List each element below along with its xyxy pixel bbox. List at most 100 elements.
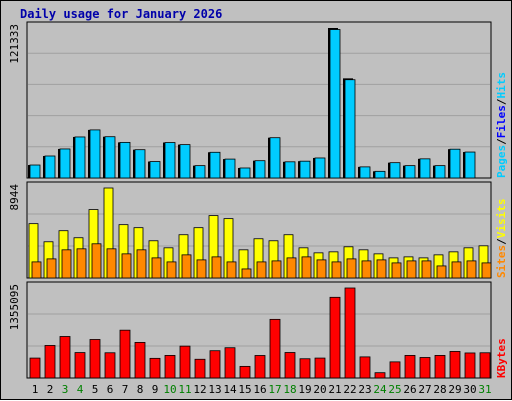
bar-sites: [31, 261, 42, 279]
day-label: 5: [92, 383, 99, 396]
bar-files: [119, 141, 131, 179]
day-label: 22: [343, 383, 356, 396]
bar-kbytes: [44, 345, 56, 379]
bar-sites: [391, 262, 402, 279]
side-label-part: Visits: [495, 199, 508, 239]
side-label-part: Files: [495, 105, 508, 138]
chart-title: Daily usage for January 2026: [20, 7, 222, 21]
bar-sites: [256, 261, 267, 279]
day-label: 2: [47, 383, 54, 396]
bar-sites: [286, 257, 297, 279]
bar-kbytes: [344, 287, 356, 379]
bar-kbytes: [404, 355, 416, 379]
day-label: 3: [62, 383, 69, 396]
day-label: 24: [373, 383, 387, 396]
day-label: 28: [433, 383, 446, 396]
bar-files: [464, 151, 476, 179]
day-label: 14: [223, 383, 237, 396]
bar-files: [449, 148, 461, 179]
max-label-kbytes: 1355095: [8, 284, 21, 330]
bar-sites: [421, 260, 432, 279]
bar-files: [179, 144, 191, 179]
bar-files: [314, 157, 326, 179]
bar-kbytes: [479, 352, 491, 379]
bar-kbytes: [269, 318, 281, 379]
day-label: 1: [32, 383, 39, 396]
bar-kbytes: [284, 352, 296, 379]
bar-files: [29, 164, 41, 179]
day-label: 21: [328, 383, 341, 396]
bar-kbytes: [449, 351, 461, 379]
bar-files: [329, 29, 341, 179]
bar-files: [194, 165, 206, 179]
bar-kbytes: [89, 339, 101, 379]
bar-files: [224, 158, 236, 179]
bar-kbytes: [389, 361, 401, 379]
bar-kbytes: [149, 357, 161, 379]
day-label: 16: [253, 383, 266, 396]
bar-kbytes: [179, 345, 191, 379]
day-label: 7: [122, 383, 129, 396]
bar-kbytes: [59, 336, 71, 379]
day-label: 9: [152, 383, 159, 396]
day-label: 12: [193, 383, 206, 396]
bar-files: [284, 161, 296, 179]
bar-kbytes: [434, 355, 446, 379]
day-label: 27: [418, 383, 431, 396]
side-label-kbytes: KBytes: [495, 338, 508, 378]
bar-kbytes: [209, 350, 221, 379]
bar-sites: [361, 260, 372, 279]
bar-kbytes: [374, 372, 386, 379]
bar-sites: [106, 248, 117, 279]
bar-files: [89, 129, 101, 179]
bar-kbytes: [464, 352, 476, 379]
day-label: 6: [107, 383, 114, 396]
bar-files: [164, 142, 176, 179]
bar-sites: [406, 260, 417, 279]
bar-kbytes: [314, 357, 326, 379]
bar-files: [359, 166, 371, 179]
day-label: 18: [283, 383, 296, 396]
bar-files: [254, 160, 266, 179]
bar-sites: [301, 256, 312, 279]
side-label-visits_sites: Sites/Visits: [495, 199, 508, 279]
bar-sites: [196, 259, 207, 279]
bar-kbytes: [254, 355, 266, 379]
bar-files: [419, 158, 431, 179]
side-label-part: Pages: [495, 145, 508, 178]
bar-files: [434, 165, 446, 179]
bar-sites: [91, 243, 102, 279]
bar-files: [209, 151, 221, 179]
bar-kbytes: [74, 352, 86, 379]
bar-files: [404, 165, 416, 179]
bar-sites: [346, 258, 357, 279]
bar-sites: [166, 261, 177, 279]
day-label: 13: [208, 383, 221, 396]
day-label: 23: [358, 383, 371, 396]
max-label-hits_files: 121333: [8, 24, 21, 64]
max-label-visits_sites: 8944: [8, 184, 21, 211]
day-label: 15: [238, 383, 251, 396]
day-label: 17: [268, 383, 281, 396]
side-label-part: Sites: [495, 245, 508, 278]
bar-kbytes: [164, 355, 176, 379]
bar-sites: [76, 248, 87, 279]
bar-files: [134, 149, 146, 179]
bar-files: [374, 170, 386, 179]
bar-sites: [211, 256, 222, 279]
side-label-part: Hits: [495, 72, 508, 99]
bar-kbytes: [194, 358, 206, 379]
side-label-hits_files: Pages/Files/Hits: [495, 72, 508, 178]
bar-sites: [436, 265, 447, 279]
bar-kbytes: [104, 352, 116, 379]
bar-sites: [481, 262, 492, 279]
bar-sites: [121, 253, 132, 279]
bar-kbytes: [119, 329, 131, 379]
bar-kbytes: [134, 342, 146, 379]
bar-files: [269, 137, 281, 179]
bar-sites: [316, 259, 327, 279]
bar-sites: [331, 261, 342, 279]
bar-files: [344, 79, 356, 179]
day-label: 8: [137, 383, 144, 396]
